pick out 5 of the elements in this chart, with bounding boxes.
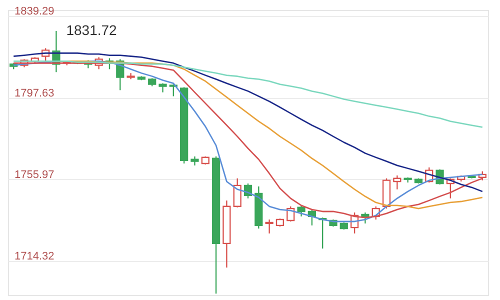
annotation: 1831.72 [66, 22, 118, 38]
y-tick-label: 1839.29 [14, 6, 54, 18]
y-tick-label: 1797.63 [14, 87, 54, 100]
y-tick-label: 1755.97 [14, 168, 54, 181]
y-tick-label: 1714.32 [14, 250, 54, 263]
